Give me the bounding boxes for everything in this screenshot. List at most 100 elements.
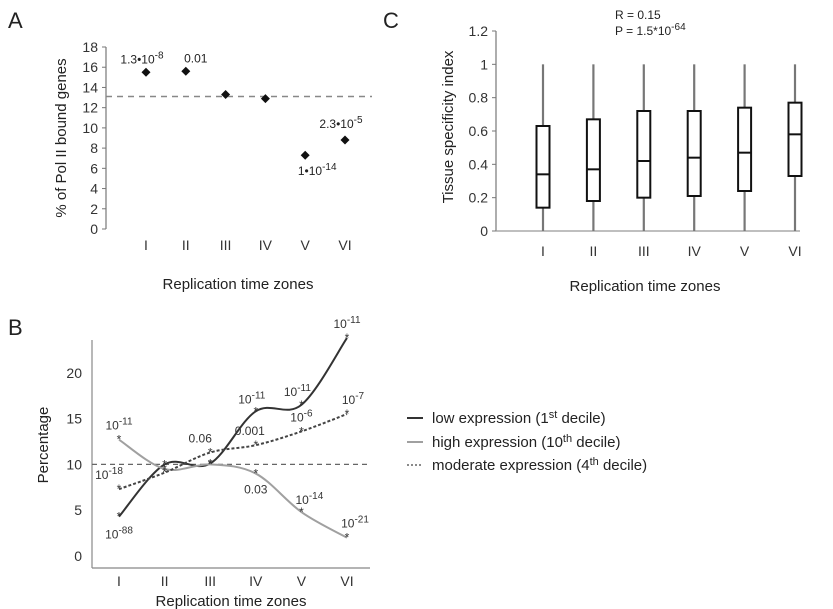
legend-label-part: high expression (10 <box>432 434 563 451</box>
p-value-annotation-base: 10 <box>105 528 119 542</box>
x-tick-label: V <box>301 237 311 253</box>
correlation-p-label: P = 1.5*10-64 <box>615 22 686 38</box>
p-value-annotation-base: 10 <box>333 317 347 331</box>
p-value-annotation: 10-6 <box>290 408 313 424</box>
y-tick-label: 18 <box>82 39 98 55</box>
legend-label-part: th <box>563 433 572 445</box>
legend-label-part: decile) <box>599 457 647 474</box>
series-data-point: * <box>345 407 350 421</box>
x-tick-label: IV <box>259 237 273 253</box>
legend-label-part: decile) <box>572 434 620 451</box>
legend-label-part: st <box>549 409 558 421</box>
x-tick-label: I <box>117 573 121 589</box>
p-value-annotation: 2.3•10-5 <box>319 115 363 131</box>
p-value-annotation-base: 0.01 <box>184 51 208 65</box>
p-value-annotation-exponent: -18 <box>108 466 123 477</box>
series-data-point: * <box>253 467 258 481</box>
x-axis-title: Replication time zones <box>156 593 307 609</box>
series-data-point: * <box>162 462 167 476</box>
y-tick-label: 8 <box>90 140 98 156</box>
x-tick-label: IV <box>249 573 263 589</box>
legend-label: high expression (10th decile) <box>432 433 620 451</box>
p-value-annotation: 0.03 <box>244 483 268 497</box>
p-value-annotation-base: 10 <box>105 419 119 433</box>
y-tick-label: 0.4 <box>469 156 489 172</box>
legend-label: low expression (1st decile) <box>432 409 606 427</box>
data-point-diamond <box>141 67 151 77</box>
x-axis-title: Replication time zones <box>570 278 721 295</box>
p-value-annotation-base: 0.001 <box>235 424 265 438</box>
p-value-annotation: 10-18 <box>95 466 123 482</box>
x-tick-label: III <box>638 243 650 259</box>
p-value-annotation-base: 10 <box>290 410 304 424</box>
y-tick-label: 2 <box>90 201 98 217</box>
x-tick-label: VI <box>338 237 351 253</box>
series-data-point: * <box>299 505 304 519</box>
x-tick-label: V <box>297 573 307 589</box>
p-value-annotation-base: 10 <box>342 393 356 407</box>
p-value-annotation-base: 10 <box>238 392 252 406</box>
p-value-annotation: 10-11 <box>333 315 361 331</box>
p-value-annotation-base: 10 <box>95 468 109 482</box>
y-axis-title: Tissue specificity index <box>440 50 457 203</box>
x-tick-label: III <box>204 573 216 589</box>
box-iqr <box>535 125 551 209</box>
series-data-point: * <box>253 404 258 418</box>
x-tick-label: I <box>144 237 148 253</box>
panel-letter-b: B <box>8 315 23 340</box>
y-tick-label: 1.2 <box>469 23 489 39</box>
p-value-annotation-exponent: -11 <box>347 315 361 326</box>
box-iqr <box>686 110 702 197</box>
series-data-point: * <box>162 466 167 480</box>
p-value-annotation-exponent: -14 <box>322 162 337 173</box>
data-point-diamond <box>181 66 191 76</box>
y-tick-label: 4 <box>90 181 98 197</box>
x-tick-label: I <box>541 243 545 259</box>
legend-label-part: moderate expression (4 <box>432 457 590 474</box>
y-tick-label: 5 <box>74 502 82 518</box>
series-line <box>118 413 348 491</box>
p-value-annotation-base: 2.3•10 <box>319 117 354 131</box>
series-data-point: * <box>345 331 350 345</box>
legend-label-part: decile) <box>557 410 605 427</box>
x-tick-label: II <box>161 573 169 589</box>
y-tick-label: 16 <box>82 59 98 75</box>
x-tick-label: VI <box>340 573 353 589</box>
y-tick-label: 0.2 <box>469 190 489 206</box>
correlation-p-label-base: P = 1.5*10 <box>615 24 671 38</box>
correlation-r-label: R = 0.15 <box>615 8 661 22</box>
p-value-annotation-base: 1.3•10 <box>120 52 155 66</box>
y-tick-label: 15 <box>66 411 82 427</box>
data-point-diamond <box>300 150 310 160</box>
p-value-annotation-exponent: -11 <box>297 383 311 394</box>
data-point-diamond <box>340 135 350 145</box>
p-value-annotation: 10-88 <box>105 526 133 542</box>
p-value-annotation: 10-7 <box>342 391 365 407</box>
p-value-annotation-exponent: -14 <box>309 491 324 502</box>
p-value-annotation-base: 10 <box>295 493 309 507</box>
series-data-point: * <box>345 531 350 545</box>
series-data-point: * <box>208 457 213 471</box>
p-value-annotation: 10-11 <box>238 390 266 406</box>
box-iqr <box>737 106 753 192</box>
p-value-annotation-exponent: -88 <box>118 526 133 537</box>
p-value-annotation: 10-21 <box>341 515 369 531</box>
y-axis-title: Percentage <box>35 407 52 484</box>
legend-label-part: th <box>590 456 599 468</box>
panel-letter-c: C <box>383 8 399 33</box>
series-data-point: * <box>299 398 304 412</box>
y-tick-label: 10 <box>82 120 98 136</box>
series-data-point: * <box>162 457 167 471</box>
series-data-point: * <box>117 433 122 447</box>
series-data-point: * <box>117 482 122 496</box>
x-tick-label: VI <box>788 243 801 259</box>
series-data-point: * <box>117 510 122 524</box>
y-tick-label: 20 <box>66 365 82 381</box>
p-value-annotation: 10-11 <box>284 383 312 399</box>
y-tick-label: 14 <box>82 79 98 95</box>
y-tick-label: 0.8 <box>469 90 489 106</box>
y-tick-label: 0.6 <box>469 123 489 139</box>
p-value-annotation: 0.06 <box>189 431 213 445</box>
